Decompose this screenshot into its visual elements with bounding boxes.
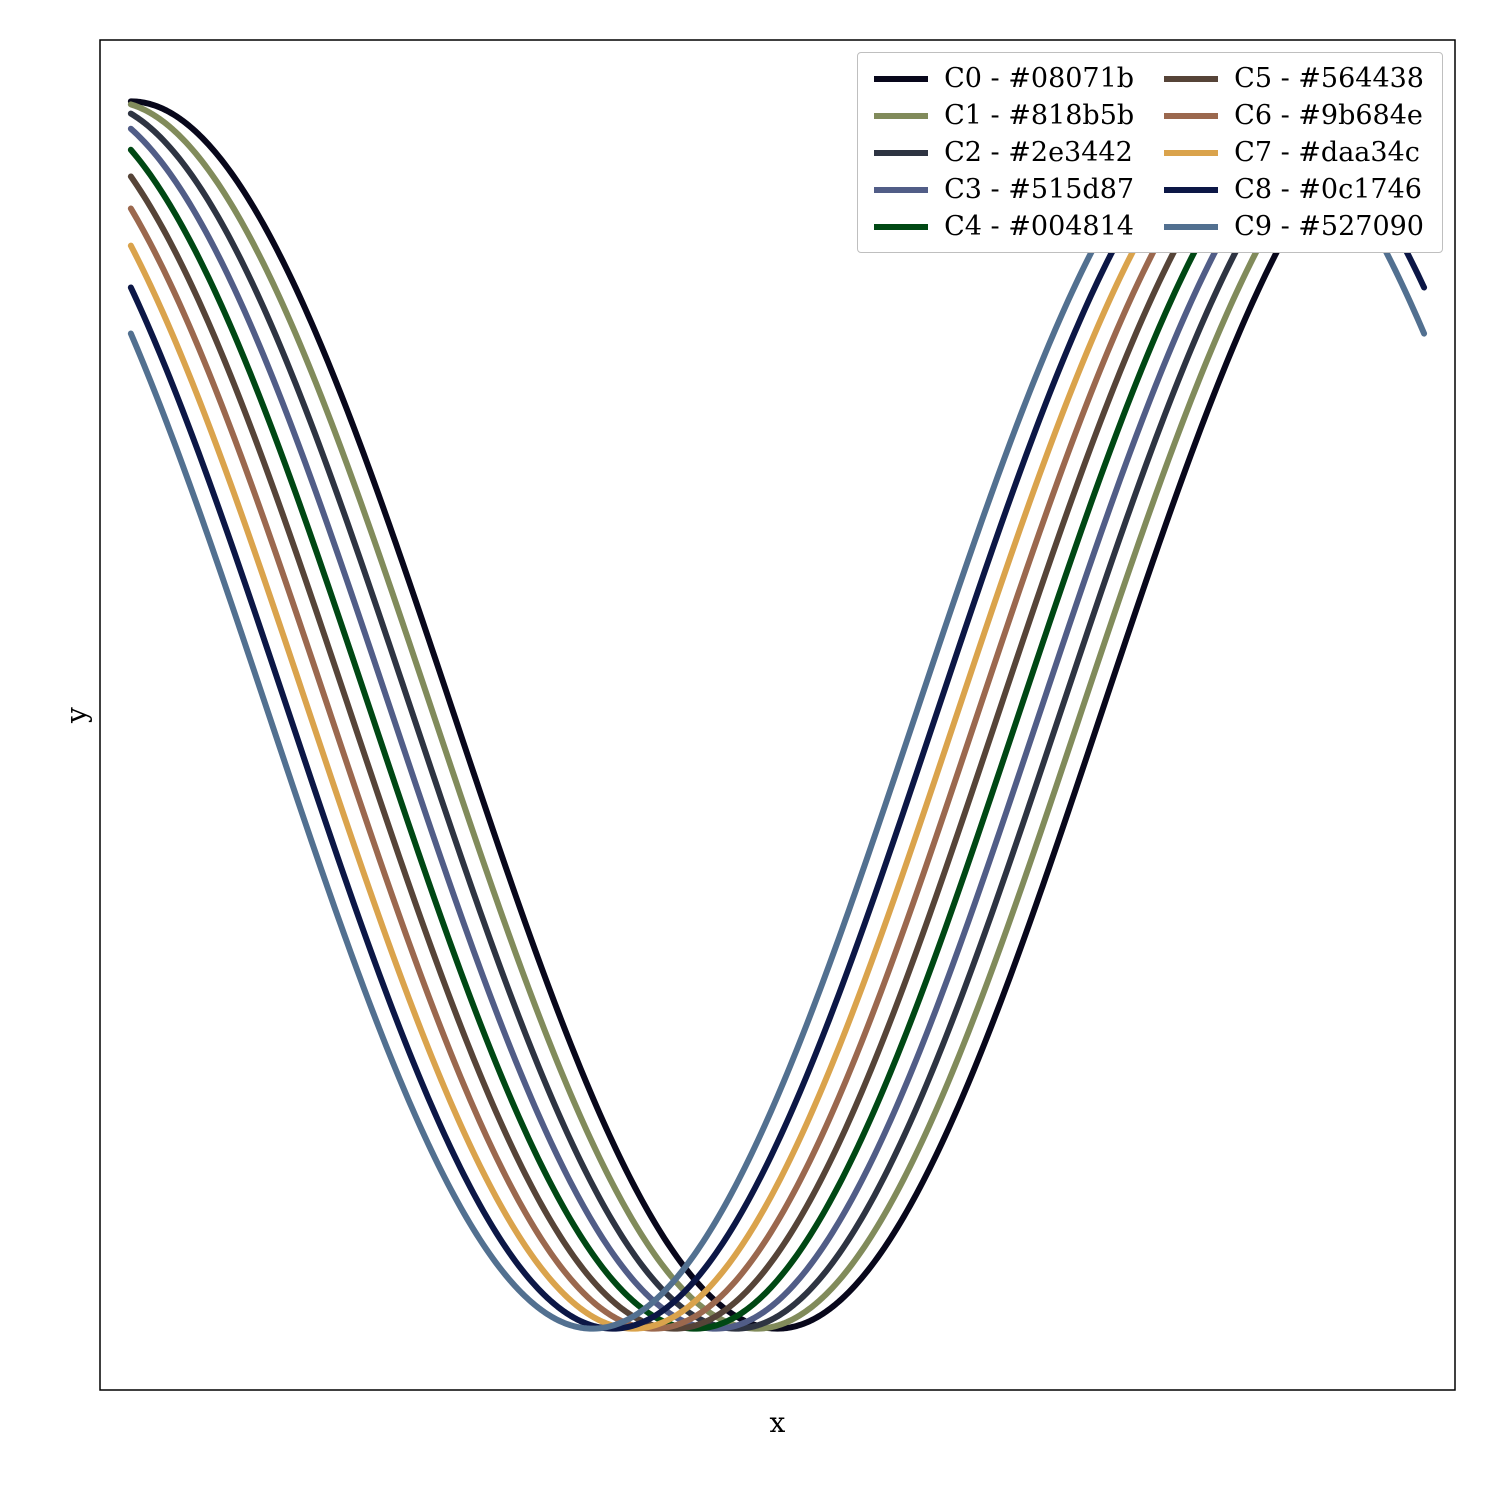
x-axis-label: x: [770, 1406, 786, 1439]
legend-label-C8: C8 - #0c1746: [1234, 174, 1422, 205]
legend-swatch-C5: [1164, 76, 1218, 82]
legend-label-C0: C0 - #08071b: [944, 63, 1134, 94]
legend-entry-C2: C2 - #2e3442: [874, 137, 1134, 168]
legend-label-C2: C2 - #2e3442: [944, 137, 1133, 168]
figure-stage: x y C0 - #08071b C1 - #818b5b C2 - #2e3442…: [0, 0, 1500, 1500]
legend-entry-C7: C7 - #daa34c: [1164, 137, 1424, 168]
legend-swatch-C3: [874, 187, 928, 193]
legend-swatch-C4: [874, 224, 928, 230]
legend-swatch-C2: [874, 150, 928, 156]
legend-label-C6: C6 - #9b684e: [1234, 100, 1423, 131]
legend-label-C4: C4 - #004814: [944, 211, 1134, 242]
legend-swatch-C7: [1164, 150, 1218, 156]
legend-swatch-C1: [874, 113, 928, 119]
legend-label-C9: C9 - #527090: [1234, 211, 1424, 242]
legend-entry-C9: C9 - #527090: [1164, 211, 1424, 242]
y-axis-label: y: [60, 707, 93, 723]
legend-entry-C8: C8 - #0c1746: [1164, 174, 1424, 205]
legend-label-C5: C5 - #564438: [1234, 63, 1424, 94]
legend-entry-C3: C3 - #515d87: [874, 174, 1134, 205]
legend-swatch-C9: [1164, 224, 1218, 230]
legend-entry-C1: C1 - #818b5b: [874, 100, 1134, 131]
legend-entry-C0: C0 - #08071b: [874, 63, 1134, 94]
legend-swatch-C0: [874, 76, 928, 82]
legend-entry-C6: C6 - #9b684e: [1164, 100, 1424, 131]
legend-label-C1: C1 - #818b5b: [944, 100, 1134, 131]
legend-entry-C4: C4 - #004814: [874, 211, 1134, 242]
legend: C0 - #08071b C1 - #818b5b C2 - #2e3442 C3 -…: [857, 52, 1443, 253]
legend-entry-C5: C5 - #564438: [1164, 63, 1424, 94]
legend-label-C7: C7 - #daa34c: [1234, 137, 1420, 168]
legend-label-C3: C3 - #515d87: [944, 174, 1134, 205]
legend-swatch-C8: [1164, 187, 1218, 193]
legend-swatch-C6: [1164, 113, 1218, 119]
